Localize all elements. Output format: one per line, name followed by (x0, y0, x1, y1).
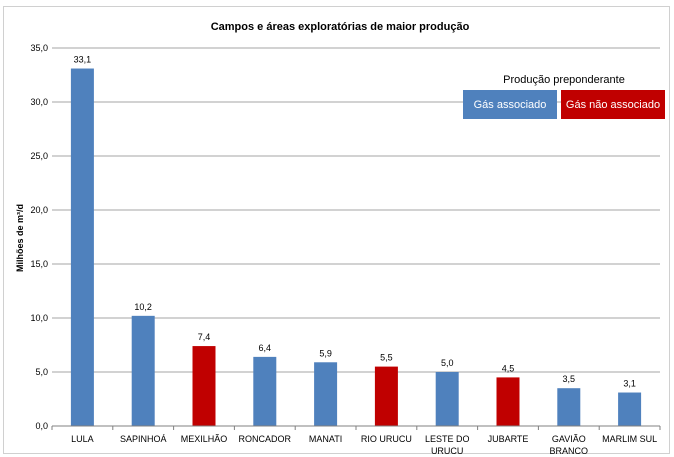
bar-value-label: 5,0 (441, 358, 454, 368)
bar (496, 377, 520, 426)
bar (314, 362, 338, 426)
bar (70, 68, 94, 427)
x-tick-label: GAVIÃO (552, 434, 586, 444)
bar-value-label: 5,9 (319, 348, 332, 358)
y-tick-label: 0,0 (35, 421, 48, 431)
bar-value-label: 33,1 (74, 55, 92, 65)
x-tick-label: MARLIM SUL (602, 434, 657, 444)
x-tick-label: RONCADOR (239, 434, 292, 444)
y-tick-label: 15,0 (30, 259, 48, 269)
legend-label-gas-associado: Gás associado (474, 99, 547, 111)
y-tick-label: 20,0 (30, 205, 48, 215)
legend-swatch-gas-nao-associado (561, 90, 665, 119)
bar-value-label: 3,5 (563, 374, 576, 384)
x-tick-label: BRANCO (550, 446, 589, 456)
bar (192, 346, 216, 426)
bar-value-label: 10,2 (134, 302, 152, 312)
y-tick-label: 25,0 (30, 151, 48, 161)
legend: Produção preponderante Gás associado Gás… (463, 74, 665, 119)
chart-title: Campos e áreas exploratórias de maior pr… (211, 21, 470, 33)
x-tick-label: MEXILHÃO (181, 434, 228, 444)
bar-value-label: 3,1 (623, 379, 636, 389)
bar (618, 392, 642, 426)
y-tick-label: 30,0 (30, 97, 48, 107)
x-tick-label: RIO URUCU (361, 434, 412, 444)
bar-value-label: 7,4 (198, 332, 211, 342)
x-tick-label: LESTE DO (425, 434, 470, 444)
bar (131, 315, 155, 426)
bar (374, 366, 398, 426)
bar-value-label: 6,4 (259, 343, 272, 353)
y-tick-label: 35,0 (30, 43, 48, 53)
bar-value-label: 4,5 (502, 363, 515, 373)
bar (253, 356, 277, 426)
bar-value-label: 5,5 (380, 353, 393, 363)
x-tick-label: URUCU (431, 446, 464, 456)
x-tick-label: JUBARTE (488, 434, 529, 444)
legend-swatch-gas-associado (463, 90, 557, 119)
bar (435, 372, 459, 426)
y-tick-label: 10,0 (30, 313, 48, 323)
legend-title: Produção preponderante (503, 74, 625, 86)
x-tick-label: SAPINHOÁ (120, 434, 167, 444)
x-axis-ticks: LULA SAPINHOÁ MEXILHÃO RONCADOR MANATI RIO UR… (51, 426, 661, 456)
y-axis-ticks: 0,0 5,0 10,0 15,0 20,0 25,0 30,0 35,0 (30, 43, 48, 431)
bars: 33,1 10,2 7,4 6,4 5,9 5,5 5,0 4,5 3,5 3,1 (70, 55, 642, 427)
y-axis-label: Milhões de m³/d (15, 204, 25, 272)
y-tick-label: 5,0 (35, 367, 48, 377)
x-tick-label: MANATI (309, 434, 342, 444)
legend-label-gas-nao-associado: Gás não associado (566, 99, 660, 111)
x-tick-label: LULA (71, 434, 94, 444)
bar (557, 388, 581, 426)
